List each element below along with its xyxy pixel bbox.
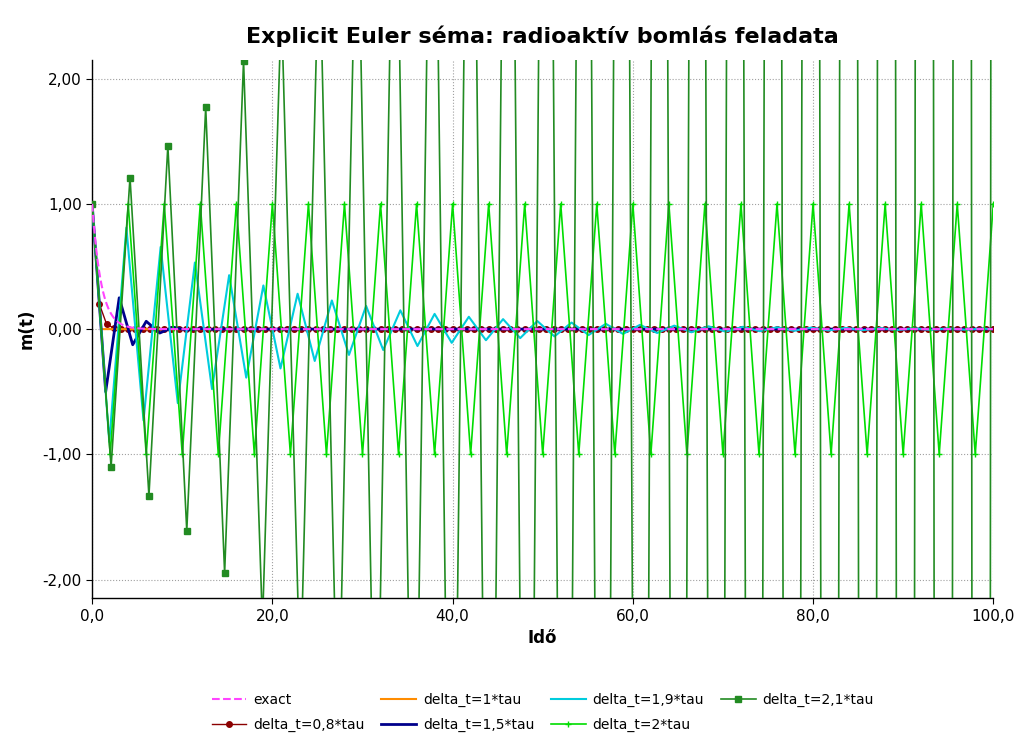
delta_t=2,1*tau	[218, 568, 230, 577]
exact	[961, 325, 973, 334]
delta_t=0,8*tau	[316, 325, 329, 334]
delta_t=2,1*tau	[294, 682, 306, 691]
delta_t=2*tau	[753, 450, 765, 459]
delta_t=1,9*tau	[600, 319, 612, 328]
delta_t=0,8*tau	[684, 325, 696, 334]
delta_t=1,5*tau	[478, 325, 490, 334]
delta_t=2*tau	[392, 450, 404, 459]
delta_t=1,5*tau	[86, 200, 98, 209]
delta_t=1,5*tau	[302, 325, 314, 334]
delta_t=2*tau	[969, 450, 981, 459]
Line: delta_t=1,5*tau: delta_t=1,5*tau	[92, 204, 997, 392]
delta_t=1,5*tau	[99, 387, 112, 396]
delta_t=1*tau	[86, 200, 98, 209]
delta_t=1,9*tau	[651, 328, 664, 337]
delta_t=1,5*tau	[910, 325, 923, 334]
delta_t=2,1*tau	[104, 462, 117, 471]
delta_t=1*tau	[321, 325, 333, 334]
delta_t=2*tau	[302, 200, 314, 209]
delta_t=1,9*tau	[634, 320, 646, 329]
Y-axis label: m(t): m(t)	[17, 309, 36, 349]
delta_t=1,9*tau	[103, 438, 116, 447]
Line: delta_t=0,8*tau: delta_t=0,8*tau	[89, 201, 996, 332]
delta_t=0,8*tau	[987, 325, 999, 334]
delta_t=2*tau	[698, 200, 711, 209]
delta_t=0,8*tau	[511, 325, 523, 334]
exact	[524, 325, 537, 334]
delta_t=1,9*tau	[86, 200, 98, 209]
delta_t=1,9*tau	[720, 327, 732, 336]
delta_t=2,1*tau	[124, 173, 136, 182]
delta_t=0,8*tau	[641, 325, 653, 334]
delta_t=0,8*tau	[143, 325, 156, 334]
delta_t=1*tau	[636, 325, 648, 334]
exact	[796, 325, 808, 334]
delta_t=1,5*tau	[613, 325, 626, 334]
delta_t=1,5*tau	[315, 325, 328, 334]
delta_t=1*tau	[158, 325, 170, 334]
Legend: exact, delta_t=0,8*tau, delta_t=1*tau, delta_t=1,5*tau, delta_t=1,9*tau, delta_t: exact, delta_t=0,8*tau, delta_t=1*tau, d…	[205, 686, 881, 740]
delta_t=1*tau	[510, 325, 522, 334]
Line: delta_t=2*tau: delta_t=2*tau	[89, 200, 996, 458]
Line: exact: exact	[92, 204, 993, 329]
delta_t=1*tau	[987, 325, 999, 334]
delta_t=1*tau	[95, 325, 108, 334]
delta_t=2*tau	[375, 200, 387, 209]
delta_t=2,1*tau	[200, 102, 212, 111]
Title: Explicit Euler séma: radioaktív bomlás feladata: Explicit Euler séma: radioaktív bomlás f…	[247, 25, 839, 47]
delta_t=2,1*tau	[86, 200, 98, 209]
exact	[501, 325, 513, 334]
exact	[987, 325, 999, 334]
delta_t=0,8*tau	[620, 325, 632, 334]
delta_t=1,9*tau	[445, 338, 458, 347]
delta_t=1,9*tau	[257, 281, 269, 290]
delta_t=2,1*tau	[275, 0, 288, 9]
delta_t=2,1*tau	[142, 491, 155, 500]
delta_t=1*tau	[771, 325, 783, 334]
delta_t=2,1*tau	[162, 141, 174, 150]
delta_t=2*tau	[86, 200, 98, 209]
delta_t=1,5*tau	[991, 325, 1004, 334]
delta_t=2*tau	[104, 450, 117, 459]
delta_t=2,1*tau	[238, 56, 250, 65]
Line: delta_t=1*tau: delta_t=1*tau	[92, 204, 993, 329]
X-axis label: Idő: Idő	[528, 629, 557, 647]
delta_t=1*tau	[726, 325, 738, 334]
exact	[961, 325, 973, 334]
exact	[132, 324, 144, 333]
delta_t=1,5*tau	[627, 325, 639, 334]
delta_t=0,8*tau	[86, 200, 98, 209]
delta_t=2*tau	[987, 200, 999, 209]
delta_t=2,1*tau	[256, 620, 268, 629]
exact	[86, 200, 98, 209]
delta_t=2,1*tau	[180, 527, 193, 536]
Line: delta_t=1,9*tau: delta_t=1,9*tau	[92, 204, 999, 442]
Line: delta_t=2,1*tau: delta_t=2,1*tau	[89, 0, 1004, 748]
delta_t=1,9*tau	[993, 325, 1006, 334]
